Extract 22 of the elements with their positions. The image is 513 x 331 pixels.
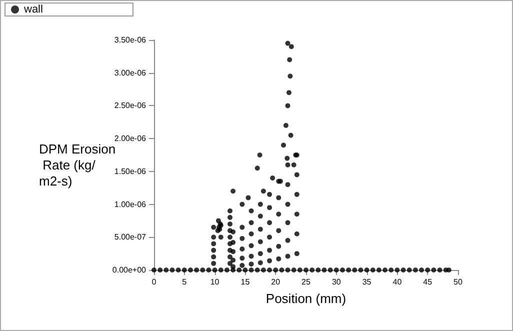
y-tick-label: 1.00e-06	[114, 200, 147, 209]
legend-label: wall	[23, 4, 43, 16]
y-axis-title: DPM Erosion Rate (kg/m2-s)	[39, 142, 116, 188]
x-tick-label: 0	[152, 278, 157, 286]
y-tick-label: 3.50e-06	[114, 36, 147, 44]
x-axis-title: Position (mm)	[266, 291, 346, 306]
y-tick-label: 1.50e-06	[114, 166, 147, 176]
y-tick-label: 2.50e-06	[114, 101, 147, 110]
y-tick-label: 0.00e+00	[112, 266, 147, 274]
x-tick-label: 45	[423, 278, 433, 286]
x-tick-label: 40	[392, 278, 402, 286]
x-tick-label: 5	[182, 278, 188, 286]
x-tick-label: 25	[302, 278, 311, 286]
x-tick-label: 15	[240, 278, 250, 286]
x-tick-label: 10	[210, 278, 220, 286]
y-tick-label: 5.00e-07	[114, 232, 147, 242]
y-tick-label: 2.00e-06	[114, 134, 147, 144]
x-tick-label: 35	[362, 278, 372, 286]
x-tick-label: 20	[271, 278, 281, 286]
y-tick-label: 3.00e-06	[114, 68, 147, 78]
x-tick-label: 50	[454, 278, 463, 286]
x-tick-label: 30	[332, 278, 342, 286]
